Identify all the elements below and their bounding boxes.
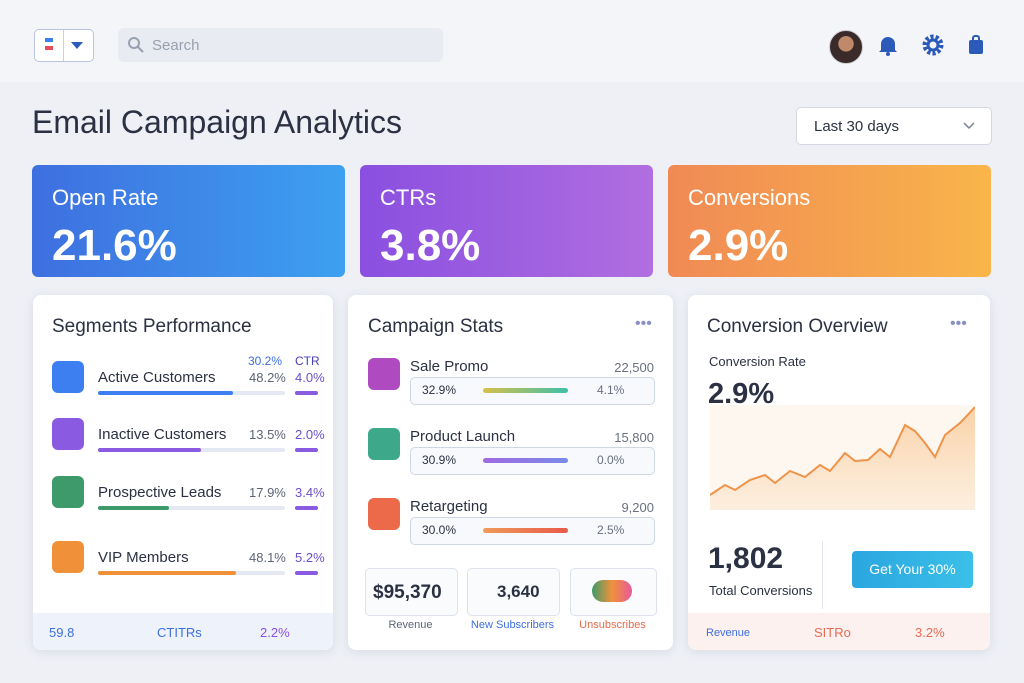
kpi-value: 3.8% [380, 221, 481, 270]
segment-rate: 13.5% [249, 427, 286, 442]
footer-text: SITRo [814, 625, 851, 640]
campaign-count: 9,200 [621, 500, 654, 515]
progress-fill [98, 571, 237, 575]
footer-text: 59.8 [49, 625, 75, 640]
trend-chart [710, 405, 975, 510]
kpi-card: Open Rate 21.6% [32, 165, 345, 277]
kpi-card: CTRs 3.8% [360, 165, 653, 277]
page-title: Email Campaign Analytics [32, 104, 402, 140]
panel-title: Segments Performance [52, 316, 252, 337]
campaign-icon [368, 428, 400, 460]
kpi-value: 2.9% [688, 221, 789, 270]
segment-ctr: 4.0% [295, 370, 325, 385]
cta-button[interactable]: Get Your 30% [852, 551, 973, 588]
campaign-count: 22,500 [614, 360, 654, 375]
total-label: Total Conversions [709, 583, 813, 598]
campaign-ctr: 2.5% [597, 523, 625, 537]
segment-rate: 48.1% [249, 550, 286, 565]
panel-footer [33, 613, 333, 650]
kpi-value: 21.6% [52, 221, 177, 270]
footer-text: 2.2% [260, 625, 290, 640]
rate-value: 2.9% [708, 378, 775, 410]
segment-icon [52, 361, 84, 393]
campaign-icon [368, 498, 400, 530]
search-icon [128, 37, 144, 53]
kpi-card: Conversions 2.9% [668, 165, 991, 277]
ctr-bar [295, 571, 318, 575]
avatar[interactable] [829, 30, 863, 64]
bell-icon[interactable] [876, 33, 900, 57]
campaign-name: Sale Promo [410, 358, 489, 375]
column-header: CTR [295, 354, 320, 368]
rate-label: Conversion Rate [709, 354, 806, 369]
campaign-rate: 32.9% [422, 383, 457, 397]
campaign-panel: Campaign Stats ••• Sale Promo 22,500 32.9%… [348, 295, 673, 650]
campaign-bar [483, 388, 568, 393]
summary-label: Revenue [388, 619, 433, 631]
search-box[interactable]: Search [118, 28, 443, 62]
segment-icon [52, 541, 84, 573]
campaign-ctr: 0.0% [597, 453, 625, 467]
campaign-name: Product Launch [410, 428, 516, 445]
menu-button[interactable] [34, 29, 94, 62]
segment-name: VIP Members [98, 549, 189, 566]
bag-icon[interactable] [966, 34, 986, 56]
campaign-ctr: 4.1% [597, 383, 625, 397]
total-value: 1,802 [708, 542, 784, 575]
summary-value: 3,640 [497, 582, 540, 601]
summary-label: New Subscribers [470, 619, 555, 631]
footer-text: 3.2% [915, 625, 945, 640]
segment-name: Active Customers [98, 369, 216, 386]
segment-icon [52, 476, 84, 508]
campaign-rate: 30.0% [422, 523, 457, 537]
kpi-label: CTRs [380, 185, 437, 210]
summary-value: $95,370 [373, 582, 442, 603]
panel-title: Conversion Overview [707, 316, 888, 337]
segment-rate: 48.2% [249, 370, 286, 385]
summary-icon [592, 580, 632, 602]
divider [822, 541, 823, 609]
footer-text: Revenue [706, 627, 751, 639]
summary-box [365, 568, 458, 616]
footer-text: CTITRs [157, 625, 202, 640]
summary-box [467, 568, 560, 616]
panel-title: Campaign Stats [368, 316, 504, 337]
date-range: Last 30 days [814, 118, 900, 135]
segment-rate: 17.9% [249, 485, 286, 500]
chevron [963, 122, 975, 130]
more-menu[interactable]: ••• [635, 315, 652, 332]
date-range-select[interactable]: Last 30 days [796, 107, 992, 145]
progress-fill [98, 506, 170, 510]
segment-ctr: 3.4% [295, 485, 325, 500]
segment-icon [52, 418, 84, 450]
progress-fill [98, 391, 233, 395]
settings-icon[interactable] [921, 33, 945, 57]
campaign-count: 15,800 [614, 430, 654, 445]
column-header: 30.2% [248, 354, 283, 368]
campaign-bar [483, 528, 568, 533]
campaign-rate: 30.9% [422, 453, 457, 467]
more-menu[interactable]: ••• [950, 315, 967, 332]
kpi-label: Conversions [688, 185, 811, 210]
kpi-label: Open Rate [52, 185, 159, 210]
segment-ctr: 2.0% [295, 427, 325, 442]
search-placeholder: Search [152, 37, 200, 54]
ctr-bar [295, 506, 318, 510]
campaign-bar [483, 458, 568, 463]
progress-track [98, 506, 285, 510]
segment-name: Inactive Customers [98, 426, 227, 443]
segment-name: Prospective Leads [98, 484, 222, 501]
ctr-bar [295, 448, 318, 452]
campaign-name: Retargeting [410, 498, 488, 515]
progress-fill [98, 448, 201, 452]
segment-ctr: 5.2% [295, 550, 325, 565]
ctr-bar [295, 391, 318, 395]
conversion-panel: Conversion Overview ••• Conversion Rate … [688, 295, 990, 650]
summary-label: Unsubscribes [579, 619, 646, 631]
campaign-icon [368, 358, 400, 390]
segments-panel: Segments Performance 30.2% CTR Active Cu… [33, 295, 333, 650]
panel-footer [688, 613, 990, 650]
